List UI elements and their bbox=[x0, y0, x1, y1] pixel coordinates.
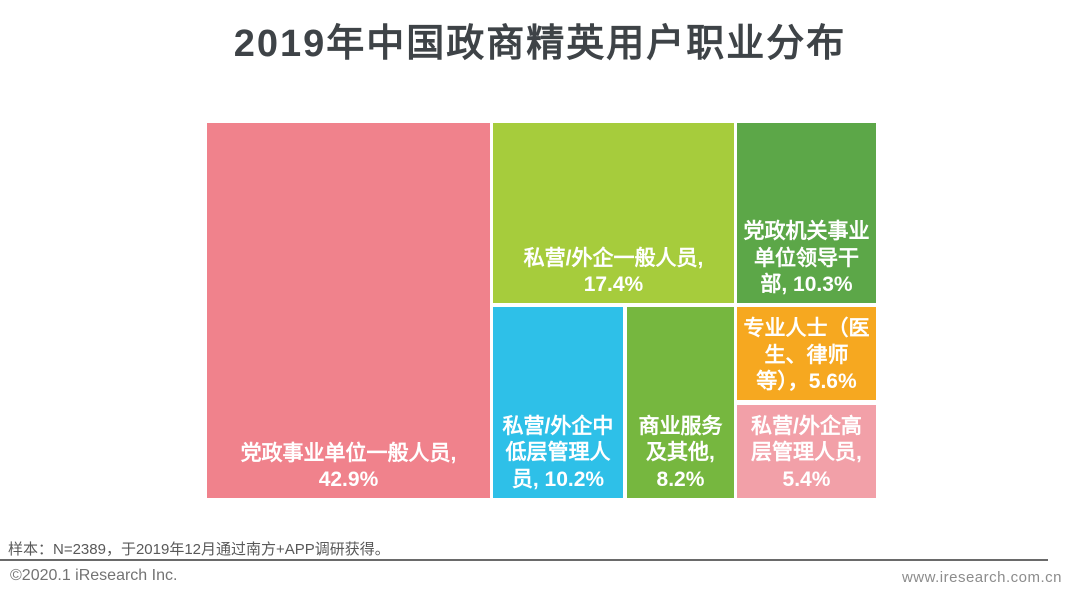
treemap-tile-label: 党政机关事业 单位领导干 部, 10.3% bbox=[743, 220, 870, 296]
chart-title: 2019年中国政商精英用户职业分布 bbox=[233, 23, 847, 65]
treemap-tile-2: 私营/外企一般人员, 17.4% bbox=[492, 123, 734, 303]
treemap-tile-label: 私营/外企一般人员, 17.4% bbox=[523, 246, 704, 296]
treemap-tile-label: 私营/外企中 低层管理人 员, 10.2% bbox=[502, 415, 614, 491]
footer-divider bbox=[0, 559, 1048, 561]
treemap-tile-label: 私营/外企高 层管理人员, 5.4% bbox=[751, 415, 862, 491]
website-url: www.iresearch.com.cn bbox=[901, 569, 1062, 586]
sample-note: 样本：N=2389，于2019年12月通过南方+APP调研获得。 bbox=[8, 541, 390, 558]
treemap-tile-7: 私营/外企高 层管理人员, 5.4% bbox=[736, 404, 876, 498]
treemap-tile-5: 商业服务 及其他, 8.2% bbox=[626, 307, 734, 498]
treemap-chart: 党政事业单位一般人员, 42.9% 私营/外企一般人员, 17.4% 党政机关事业 … bbox=[207, 123, 876, 498]
treemap-tile-4: 私营/外企中 低层管理人 员, 10.2% bbox=[492, 307, 623, 498]
treemap-tile-1: 党政事业单位一般人员, 42.9% bbox=[207, 123, 490, 498]
treemap-tile-label: 党政事业单位一般人员, 42.9% bbox=[240, 441, 457, 491]
copyright-text: ©2020.1 iResearch Inc. bbox=[10, 567, 178, 584]
treemap-tile-3: 党政机关事业 单位领导干 部, 10.3% bbox=[736, 123, 876, 303]
treemap-tile-6: 专业人士（医 生、律师 等），5.6% bbox=[736, 307, 876, 400]
treemap-tile-label: 专业人士（医 生、律师 等），5.6% bbox=[743, 317, 870, 393]
treemap-tile-label: 商业服务 及其他, 8.2% bbox=[638, 415, 723, 491]
